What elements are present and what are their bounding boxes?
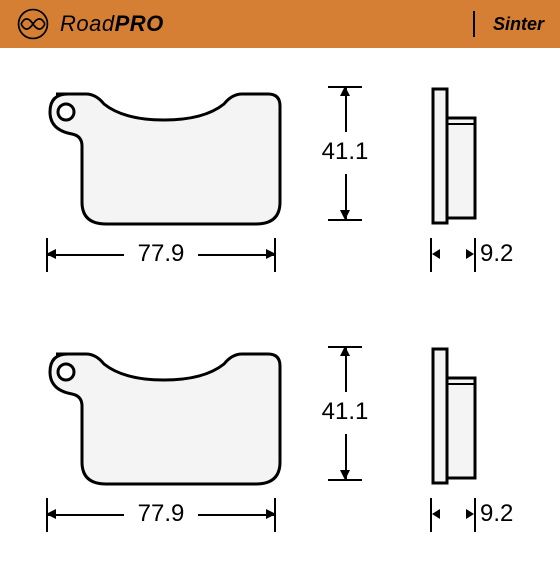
dim-height-value-2: 41.1 [300,398,390,426]
pad-row-2: 41.1 77.9 [0,326,560,566]
diagram-area: 41.1 77.9 [0,48,560,560]
brand-suffix: PRO [115,11,164,36]
dim-thickness-value-1: 9.2 [480,240,540,268]
brand-prefix: Road [60,11,115,36]
dim-thickness-value-2: 9.2 [480,500,540,528]
header-separator [473,11,475,37]
pad-front-view-2 [46,350,284,490]
pad-side-view-2 [430,346,480,486]
brand-logo-icon [16,7,50,41]
dim-height-value-1: 41.1 [300,138,390,166]
pad-side-view-1 [430,86,480,226]
brand-name: RoadPRO [60,11,164,37]
variant-label: Sinter [493,14,544,35]
header-bar: RoadPRO Sinter [0,0,560,48]
pad-front-view-1 [46,90,284,230]
pad-row-1: 41.1 77.9 [0,66,560,306]
